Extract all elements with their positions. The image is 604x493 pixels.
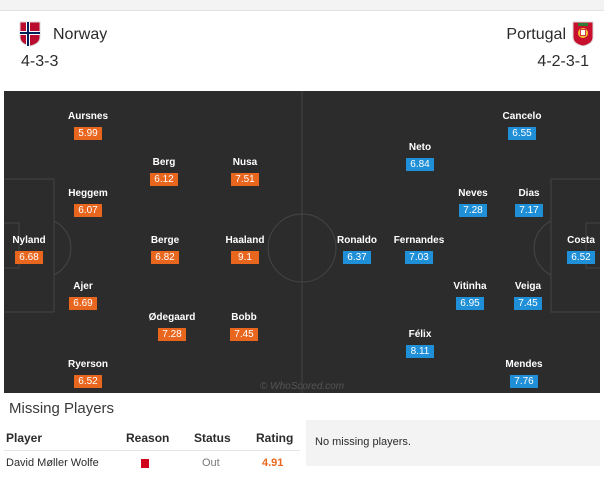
col-rating: Rating xyxy=(256,431,294,445)
player-rating: 7.03 xyxy=(405,251,433,264)
player-rating: 6.95 xyxy=(456,297,484,310)
away-formation: 4-2-3-1 xyxy=(537,53,589,70)
player-name: Ryerson xyxy=(67,359,108,370)
away-player-card[interactable]: Neto 6.84 xyxy=(390,142,450,172)
player-rating: 6.37 xyxy=(343,251,371,264)
player-rating: 6.82 xyxy=(151,251,179,264)
col-status: Status xyxy=(194,431,231,445)
home-player-card[interactable]: Berge 6.82 xyxy=(135,235,195,265)
home-player-card[interactable]: Bobb 7.45 xyxy=(214,312,274,342)
home-player-card[interactable]: Heggem 6.07 xyxy=(58,188,118,218)
away-missing-box: No missing players. xyxy=(306,420,600,466)
watermark: © WhoScored.com xyxy=(260,381,345,392)
pitch: Aursnes 5.99 Berg 6.12 Nusa 7.51 Heggem … xyxy=(4,91,600,393)
player-rating: 7.17 xyxy=(515,204,543,217)
player-name: Vitinha xyxy=(453,281,487,292)
player-name: Costa xyxy=(567,235,595,246)
red-card-icon xyxy=(141,459,149,468)
missing-player-name[interactable]: David Møller Wolfe xyxy=(6,457,99,469)
player-rating: 8.11 xyxy=(406,345,434,358)
player-name: Félix xyxy=(408,329,432,340)
away-player-card[interactable]: Veiga 7.45 xyxy=(498,281,558,311)
missing-player-rating: 4.91 xyxy=(262,457,284,469)
player-name: Berg xyxy=(152,157,176,168)
player-name: Cancelo xyxy=(502,111,542,122)
portugal-flag-icon xyxy=(572,21,594,47)
player-rating: 6.12 xyxy=(150,173,178,186)
col-player: Player xyxy=(6,431,43,445)
player-rating: 6.07 xyxy=(74,204,102,217)
missing-players-title: Missing Players xyxy=(9,400,115,417)
home-team-name[interactable]: Norway xyxy=(53,26,108,43)
player-rating: 6.55 xyxy=(508,127,536,140)
player-name: Berge xyxy=(150,235,180,246)
pitch-markings xyxy=(4,91,600,393)
home-player-card[interactable]: Haaland 9.1 xyxy=(215,235,275,265)
player-rating: 7.45 xyxy=(514,297,542,310)
home-player-card[interactable]: Ryerson 6.52 xyxy=(58,359,118,389)
player-rating: 6.68 xyxy=(15,251,43,264)
away-player-card[interactable]: Félix 8.11 xyxy=(390,329,450,359)
player-name: Nyland xyxy=(12,235,46,246)
away-player-card[interactable]: Ronaldo 6.37 xyxy=(327,235,387,265)
player-rating: 6.52 xyxy=(567,251,595,264)
away-player-card[interactable]: Fernandes 7.03 xyxy=(389,235,449,265)
player-rating: 6.84 xyxy=(406,158,434,171)
away-player-card[interactable]: Mendes 7.76 xyxy=(494,359,554,389)
home-formation: 4-3-3 xyxy=(21,53,59,70)
match-header: Norway 4-3-3 Portugal 4-2-3-1 xyxy=(4,11,600,91)
home-player-card[interactable]: Ødegaard 7.28 xyxy=(142,312,202,342)
divider xyxy=(4,450,300,451)
player-name: Dias xyxy=(518,188,540,199)
away-player-card[interactable]: Neves 7.28 xyxy=(443,188,503,218)
player-name: Ajer xyxy=(73,281,93,292)
player-name: Mendes xyxy=(505,359,543,370)
away-player-card[interactable]: Dias 7.17 xyxy=(499,188,559,218)
col-reason: Reason xyxy=(126,431,170,445)
away-player-card[interactable]: Costa 6.52 xyxy=(551,235,600,265)
player-name: Bobb xyxy=(231,312,257,323)
player-rating: 6.52 xyxy=(74,375,102,388)
player-name: Ronaldo xyxy=(337,235,377,246)
player-name: Heggem xyxy=(68,188,108,199)
player-rating: 9.1 xyxy=(231,251,259,264)
away-team-name[interactable]: Portugal xyxy=(506,26,566,43)
player-name: Ødegaard xyxy=(148,312,196,323)
player-name: Aursnes xyxy=(67,111,108,122)
player-name: Nusa xyxy=(232,157,258,168)
player-name: Neto xyxy=(408,142,432,153)
player-rating: 7.76 xyxy=(510,375,538,388)
player-rating: 7.28 xyxy=(459,204,487,217)
player-rating: 7.28 xyxy=(158,328,186,341)
player-rating: 6.69 xyxy=(69,297,97,310)
home-player-card[interactable]: Ajer 6.69 xyxy=(53,281,113,311)
player-rating: 5.99 xyxy=(74,127,102,140)
player-rating: 7.51 xyxy=(231,173,259,186)
player-name: Veiga xyxy=(514,281,542,292)
player-name: Haaland xyxy=(225,235,265,246)
missing-players-table: Player Reason Status Rating David Møller… xyxy=(4,424,300,490)
home-player-card[interactable]: Berg 6.12 xyxy=(134,157,194,187)
no-missing-text: No missing players. xyxy=(315,436,411,448)
home-player-card[interactable]: Aursnes 5.99 xyxy=(58,111,118,141)
away-player-card[interactable]: Vitinha 6.95 xyxy=(440,281,500,311)
player-rating: 7.45 xyxy=(230,328,258,341)
norway-flag-icon xyxy=(19,21,41,47)
player-name: Neves xyxy=(458,188,488,199)
away-player-card[interactable]: Cancelo 6.55 xyxy=(492,111,552,141)
home-player-card[interactable]: Nyland 6.68 xyxy=(4,235,59,265)
player-name: Fernandes xyxy=(393,235,445,246)
missing-player-status: Out xyxy=(202,457,220,469)
top-edge xyxy=(0,0,604,11)
home-player-card[interactable]: Nusa 7.51 xyxy=(215,157,275,187)
